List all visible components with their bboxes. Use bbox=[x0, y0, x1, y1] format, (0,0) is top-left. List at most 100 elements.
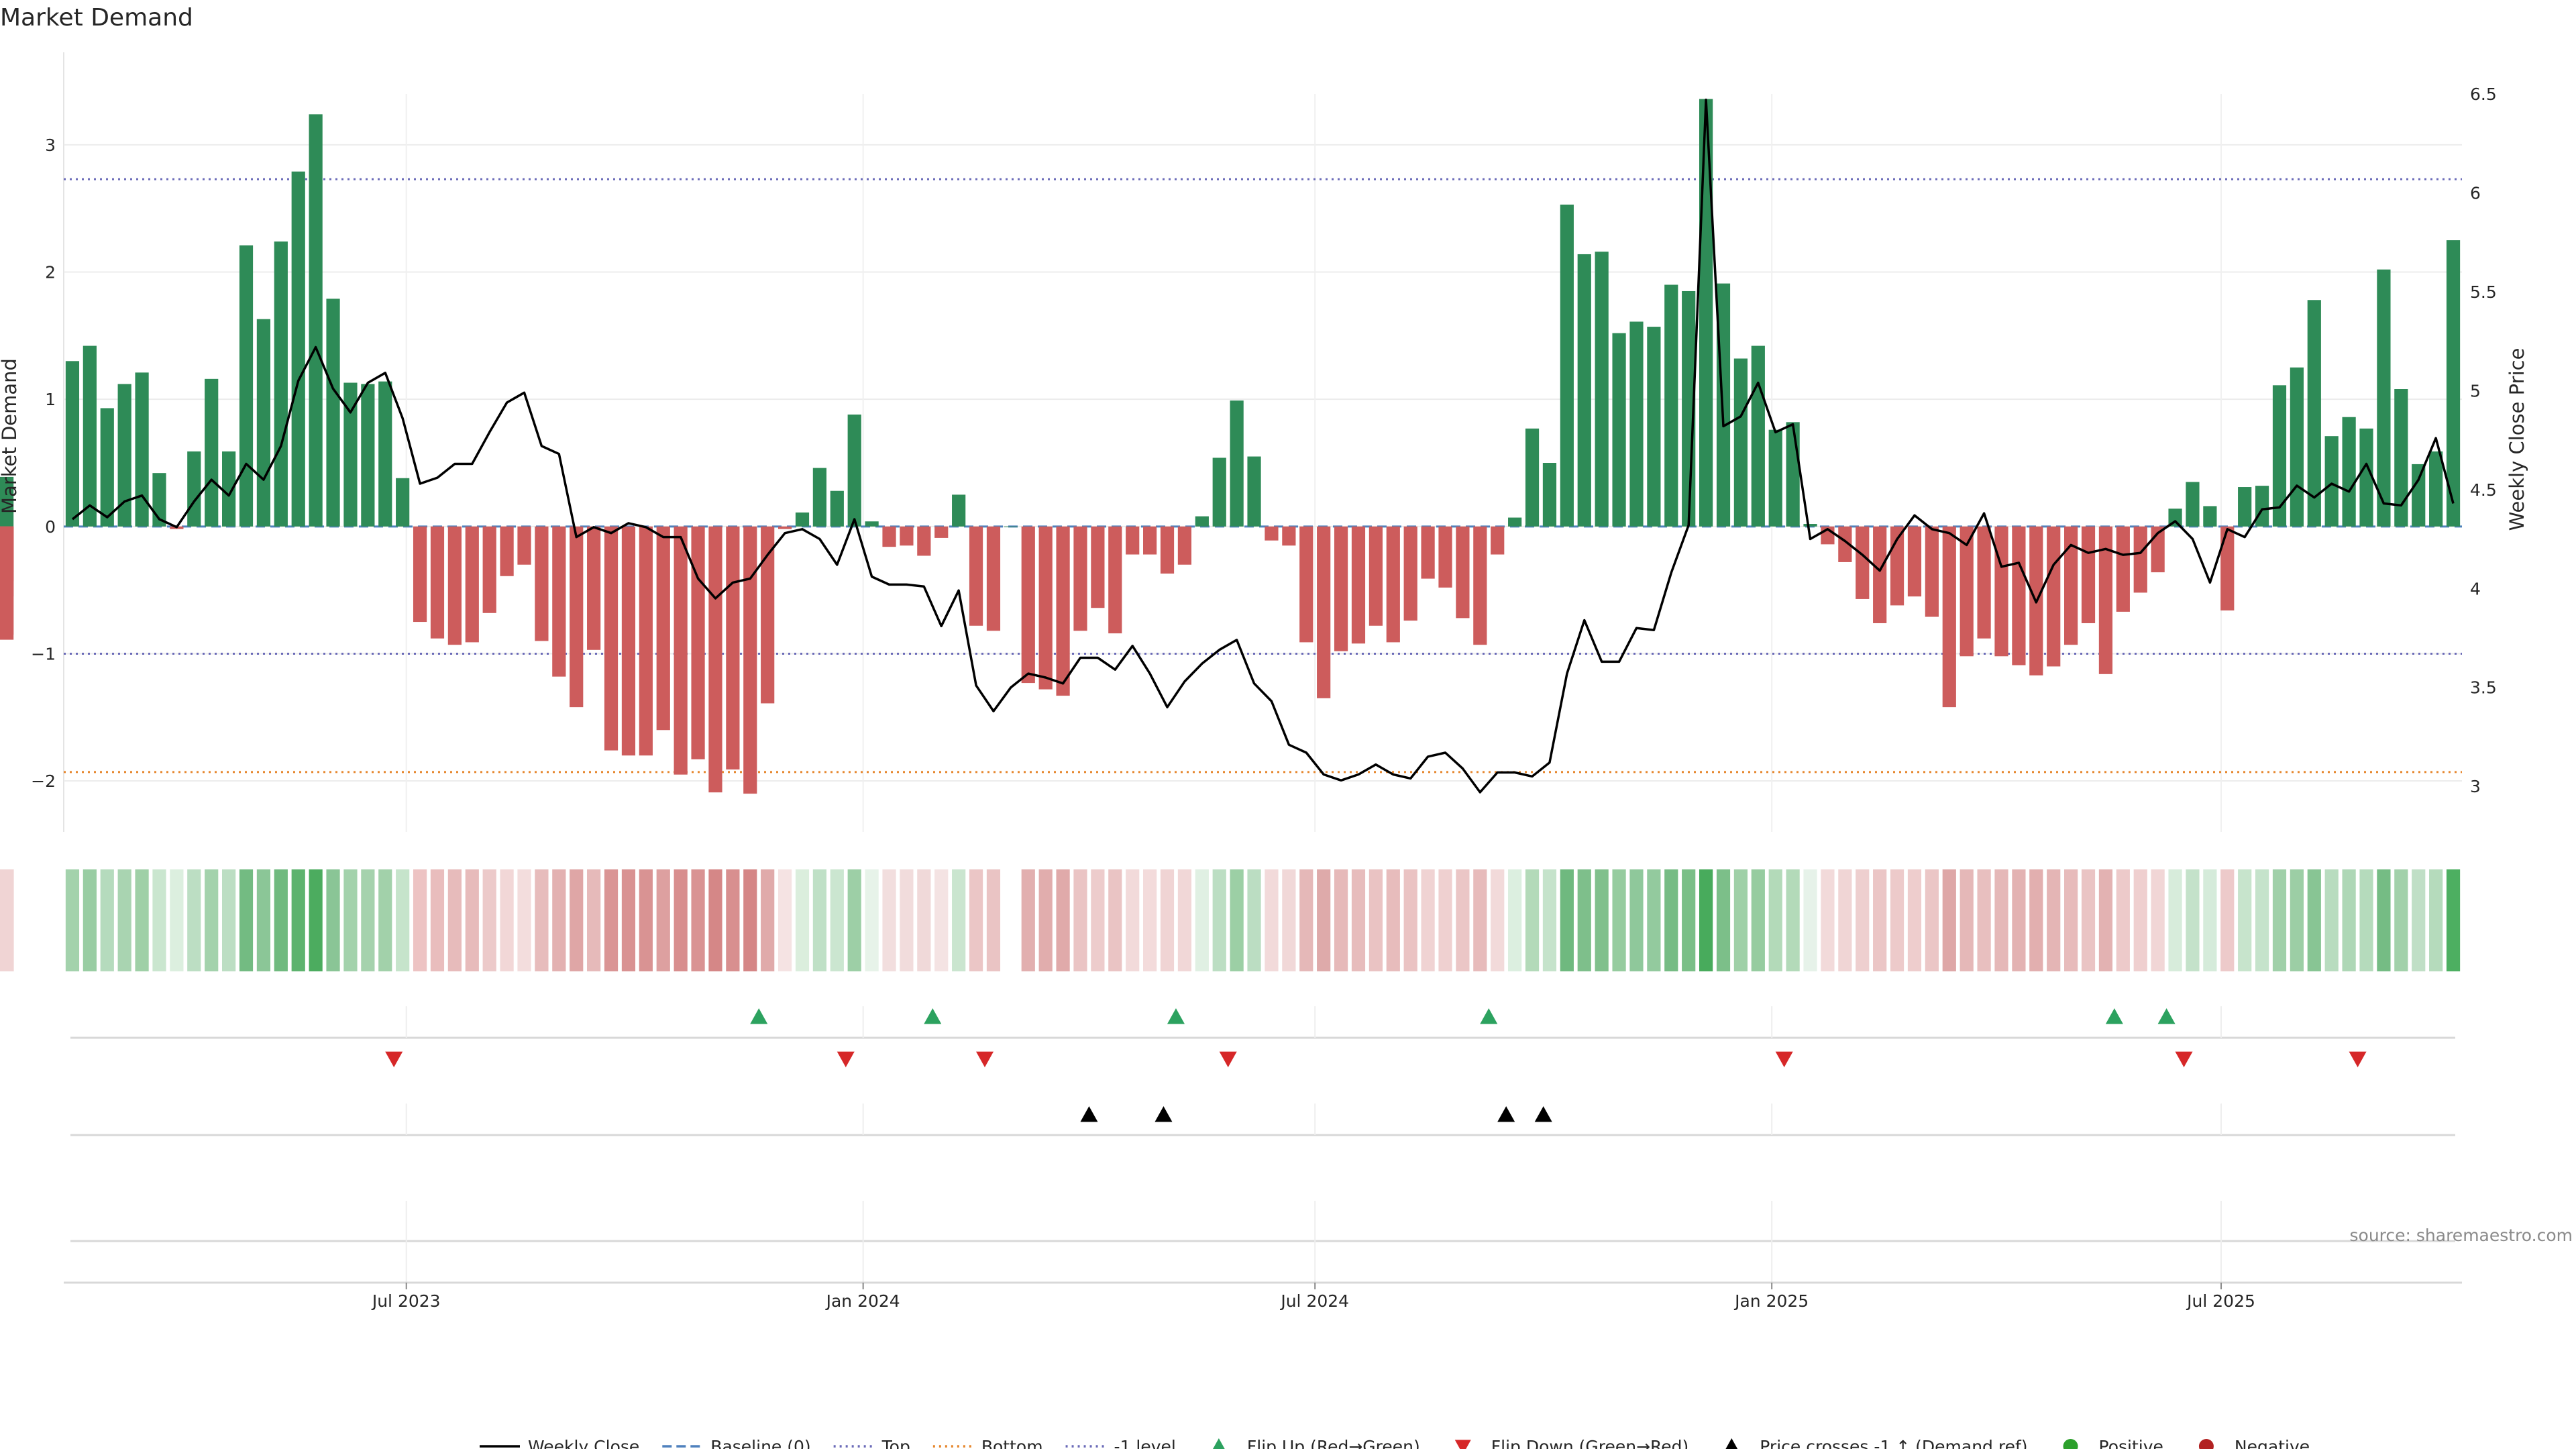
strip-cell bbox=[1456, 869, 1470, 971]
demand-bar bbox=[2377, 269, 2391, 527]
strip-cell bbox=[326, 869, 340, 971]
demand-bar bbox=[2012, 526, 2026, 665]
demand-bar bbox=[343, 382, 358, 527]
y2-tick-label: 3 bbox=[2470, 777, 2481, 796]
y-tick-label: −1 bbox=[31, 644, 56, 663]
strip-cell bbox=[2047, 869, 2061, 971]
flip-down-marker bbox=[2349, 1051, 2367, 1067]
strip-cell bbox=[309, 869, 323, 971]
demand-bar bbox=[2255, 486, 2269, 527]
legend-label: -1 level bbox=[1114, 1437, 1176, 1449]
strip-cell bbox=[1856, 869, 1870, 971]
demand-bar bbox=[2429, 451, 2443, 527]
source-text: source: sharemaestro.com bbox=[2350, 1226, 2573, 1245]
legend: Weekly Close Baseline (0) Top Bottom -1 leve… bbox=[480, 1437, 2310, 1449]
demand-bar bbox=[1491, 526, 1505, 555]
demand-bar bbox=[1038, 526, 1053, 690]
strip-cell bbox=[570, 869, 584, 971]
flip-down-marker bbox=[976, 1051, 994, 1067]
demand-bar bbox=[1612, 333, 1626, 527]
strip-cell bbox=[1716, 869, 1731, 971]
strip-cell bbox=[1143, 869, 1157, 971]
demand-bar bbox=[2220, 526, 2235, 610]
strip-cell bbox=[535, 869, 549, 971]
demand-bar bbox=[1525, 428, 1540, 527]
legend-label: Weekly Close bbox=[528, 1437, 639, 1449]
strip-cell bbox=[1160, 869, 1175, 971]
demand-bar bbox=[1177, 526, 1192, 565]
strip-cell bbox=[1612, 869, 1626, 971]
strip-cell bbox=[1994, 869, 2008, 971]
demand-bar bbox=[1629, 321, 1644, 527]
demand-bar bbox=[2290, 367, 2304, 527]
demand-bar bbox=[2394, 389, 2408, 527]
demand-bar bbox=[656, 526, 670, 731]
strip-cell bbox=[2098, 869, 2113, 971]
demand-bar bbox=[2238, 487, 2252, 527]
demand-bar bbox=[2203, 506, 2217, 527]
strip-cell bbox=[1247, 869, 1261, 971]
demand-bar bbox=[1560, 205, 1574, 527]
demand-bar bbox=[2081, 526, 2096, 623]
strip-cell bbox=[1282, 869, 1296, 971]
demand-bar bbox=[847, 414, 861, 527]
price-cross-marker bbox=[1155, 1106, 1173, 1122]
strip-cell bbox=[1838, 869, 1852, 971]
flip-up-marker bbox=[2105, 1008, 2123, 1024]
strip-cell bbox=[761, 869, 775, 971]
demand-bar bbox=[2307, 300, 2321, 527]
demand-bar bbox=[1265, 526, 1279, 541]
demand-bar bbox=[2272, 385, 2287, 527]
demand-bar bbox=[1351, 526, 1366, 644]
demand-bar bbox=[2133, 526, 2147, 593]
strip-cell bbox=[239, 869, 254, 971]
demand-bar bbox=[1386, 526, 1400, 643]
demand-bar bbox=[761, 526, 775, 704]
demand-bar bbox=[2047, 526, 2061, 667]
demand-bar bbox=[777, 526, 792, 529]
demand-bar bbox=[1368, 526, 1383, 626]
y-tick-label: 0 bbox=[45, 517, 56, 537]
strip-cell bbox=[430, 869, 445, 971]
demand-bar bbox=[1873, 526, 1887, 623]
demand-bar bbox=[552, 526, 566, 677]
demand-bar bbox=[830, 490, 844, 527]
demand-bar bbox=[2098, 526, 2113, 674]
demand-bar bbox=[691, 526, 705, 759]
strip-cell bbox=[795, 869, 810, 971]
demand-bar bbox=[1960, 526, 1974, 657]
demand-bar bbox=[1126, 526, 1140, 555]
strip-cell bbox=[847, 869, 861, 971]
price-cross-marker bbox=[1080, 1106, 1098, 1122]
y-tick-label: 2 bbox=[45, 263, 56, 282]
strip-cell bbox=[1421, 869, 1435, 971]
strip-cell bbox=[2186, 869, 2200, 971]
demand-bar bbox=[1595, 252, 1609, 527]
strip-cell bbox=[1073, 869, 1087, 971]
demand-bar bbox=[2116, 526, 2130, 612]
demand-bar bbox=[447, 526, 462, 645]
demand-bar bbox=[900, 526, 914, 546]
demand-bar bbox=[413, 526, 427, 623]
strip-cell bbox=[882, 869, 896, 971]
y-axis-right: 6.5 6 5.5 5 4.5 4 3.5 3 bbox=[2470, 85, 2497, 796]
demand-bar bbox=[1143, 526, 1157, 555]
strip-cell bbox=[343, 869, 358, 971]
strip-cell bbox=[986, 869, 1001, 971]
demand-bar bbox=[117, 384, 131, 527]
demand-bar bbox=[1942, 526, 1956, 708]
strip-cell bbox=[2238, 869, 2252, 971]
strip-cell bbox=[1508, 869, 1522, 971]
weekly-close-line-group bbox=[71, 99, 2455, 794]
strip-cell bbox=[812, 869, 827, 971]
strip-cell bbox=[2168, 869, 2182, 971]
legend-label: Positive bbox=[2099, 1437, 2163, 1449]
strip-cell bbox=[969, 869, 983, 971]
demand-bar bbox=[1212, 458, 1226, 527]
flip-up-marker bbox=[924, 1008, 942, 1024]
demand-bar bbox=[865, 521, 879, 527]
demand-bar bbox=[239, 245, 254, 527]
legend-swatch bbox=[2063, 1439, 2078, 1449]
demand-bar bbox=[256, 319, 271, 527]
strip-cell bbox=[2342, 869, 2356, 971]
